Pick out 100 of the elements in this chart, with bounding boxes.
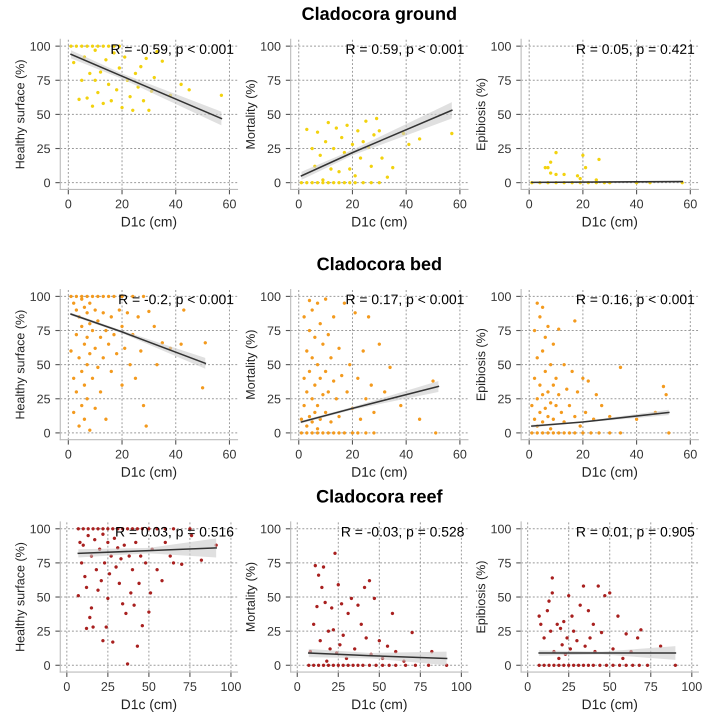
x-tick-label: 100 — [452, 682, 472, 692]
y-tick-label: 100 — [491, 292, 511, 302]
x-tick-label: 60 — [223, 200, 236, 208]
y-tick-label: 100 — [491, 524, 511, 534]
x-axis-title: D1c (cm) — [122, 466, 176, 480]
y-tick-label: 25 — [268, 144, 280, 154]
chart-title: Cladocora bed — [317, 257, 441, 270]
x-tick-label: 40 — [630, 450, 644, 459]
x-tick-label: 0 — [65, 200, 72, 208]
y-tick-label: 50 — [268, 110, 280, 120]
annotation: R = -0.59, p < 0.001 — [112, 44, 234, 57]
y-tick-label: 75 — [37, 326, 50, 336]
chart-title: Cladocora ground — [302, 6, 456, 24]
x-tick-label: 20 — [346, 200, 359, 208]
y-tick-label: 50 — [37, 592, 50, 602]
y-tick-label: 25 — [498, 394, 511, 404]
y-tick-label: 0 — [274, 178, 280, 188]
y-tick-label: 75 — [498, 326, 511, 336]
annotation: R = -0.03, p = 0.528 — [342, 526, 464, 540]
x-tick-label: 0 — [65, 450, 72, 459]
x-tick-label: 0 — [524, 682, 531, 692]
x-tick-label: 50 — [372, 682, 386, 692]
y-tick-label: 75 — [37, 76, 50, 85]
x-axis-title: D1c (cm) — [582, 699, 638, 712]
x-tick-label: 25 — [562, 682, 576, 692]
y-axis-title: Healthy surface (%) — [15, 60, 27, 168]
x-tick-label: 40 — [169, 450, 182, 459]
x-tick-label: 25 — [332, 682, 345, 692]
x-tick-label: 25 — [102, 682, 114, 692]
x-tick-label: 0 — [296, 200, 302, 208]
x-tick-label: 100 — [682, 682, 702, 692]
y-tick-label: 50 — [498, 360, 511, 370]
y-tick-label: 50 — [268, 360, 280, 370]
y-axis-title: Epibiosis (%) — [476, 78, 488, 150]
x-axis-title: D1c (cm) — [352, 699, 407, 712]
x-tick-label: 20 — [576, 200, 590, 208]
y-axis-title: Epibiosis (%) — [476, 328, 488, 400]
x-tick-label: 40 — [169, 200, 182, 208]
y-tick-label: 0 — [504, 661, 511, 670]
y-tick-label: 75 — [268, 558, 280, 568]
x-tick-label: 20 — [576, 450, 590, 459]
y-axis-title: Healthy surface (%) — [15, 310, 27, 418]
x-tick-label: 60 — [454, 200, 466, 208]
y-tick-label: 0 — [44, 178, 50, 188]
y-tick-label: 0 — [44, 428, 50, 438]
x-tick-label: 0 — [64, 682, 70, 692]
y-axis-title: Mortality (%) — [246, 330, 258, 399]
annotation: R = -0.2, p < 0.001 — [119, 294, 234, 308]
y-tick-label: 100 — [30, 292, 50, 302]
y-tick-label: 100 — [261, 292, 280, 302]
y-tick-label: 0 — [274, 661, 280, 670]
x-tick-label: 60 — [684, 200, 697, 208]
x-tick-label: 75 — [414, 682, 427, 692]
y-tick-label: 25 — [37, 144, 50, 154]
x-axis-title: D1c (cm) — [582, 216, 638, 230]
y-tick-label: 50 — [268, 592, 280, 602]
y-tick-label: 25 — [498, 144, 511, 154]
y-tick-label: 0 — [274, 428, 280, 438]
x-axis-title: D1c (cm) — [582, 466, 638, 480]
y-axis-title: Mortality (%) — [246, 562, 258, 632]
x-axis-title: D1c (cm) — [122, 699, 176, 712]
y-tick-label: 100 — [491, 42, 511, 51]
y-tick-label: 25 — [37, 626, 50, 636]
y-tick-label: 75 — [268, 76, 280, 85]
x-tick-label: 0 — [296, 450, 302, 459]
x-axis-title: D1c (cm) — [352, 216, 407, 230]
x-tick-label: 20 — [346, 450, 359, 459]
y-tick-label: 100 — [261, 42, 280, 51]
x-axis-title: D1c (cm) — [122, 216, 176, 230]
x-axis-title: D1c (cm) — [352, 466, 407, 480]
x-tick-label: 50 — [603, 682, 616, 692]
y-tick-label: 50 — [37, 360, 50, 370]
x-tick-label: 75 — [184, 682, 196, 692]
y-tick-label: 25 — [268, 394, 280, 404]
y-tick-label: 100 — [30, 524, 50, 534]
annotation: R = 0.03, p = 0.516 — [116, 526, 234, 540]
y-tick-label: 75 — [37, 558, 50, 568]
annotation: R = 0.05, p = 0.421 — [577, 44, 694, 57]
annotation: R = 0.16, p < 0.001 — [577, 294, 694, 308]
y-axis-title: Mortality (%) — [246, 80, 258, 148]
annotation: R = 0.17, p < 0.001 — [346, 294, 464, 308]
y-axis-title: Epibiosis (%) — [476, 561, 488, 632]
x-tick-label: 0 — [526, 200, 532, 208]
annotation: R = 0.01, p = 0.905 — [577, 526, 694, 540]
y-tick-label: 75 — [498, 76, 511, 85]
x-tick-label: 0 — [526, 450, 532, 459]
y-tick-label: 75 — [268, 326, 280, 336]
y-tick-label: 25 — [37, 394, 50, 404]
x-tick-label: 50 — [142, 682, 156, 692]
x-tick-label: 20 — [116, 200, 128, 208]
y-tick-label: 25 — [268, 626, 280, 636]
x-tick-label: 75 — [644, 682, 658, 692]
y-tick-label: 100 — [261, 524, 280, 534]
y-tick-label: 0 — [504, 178, 511, 188]
y-axis-title: Healthy surface (%) — [15, 542, 27, 651]
annotation: R = 0.59, p < 0.001 — [346, 44, 464, 57]
x-tick-label: 40 — [400, 450, 413, 459]
x-tick-label: 60 — [454, 450, 466, 459]
x-tick-label: 60 — [684, 450, 697, 459]
y-tick-label: 25 — [498, 626, 511, 636]
